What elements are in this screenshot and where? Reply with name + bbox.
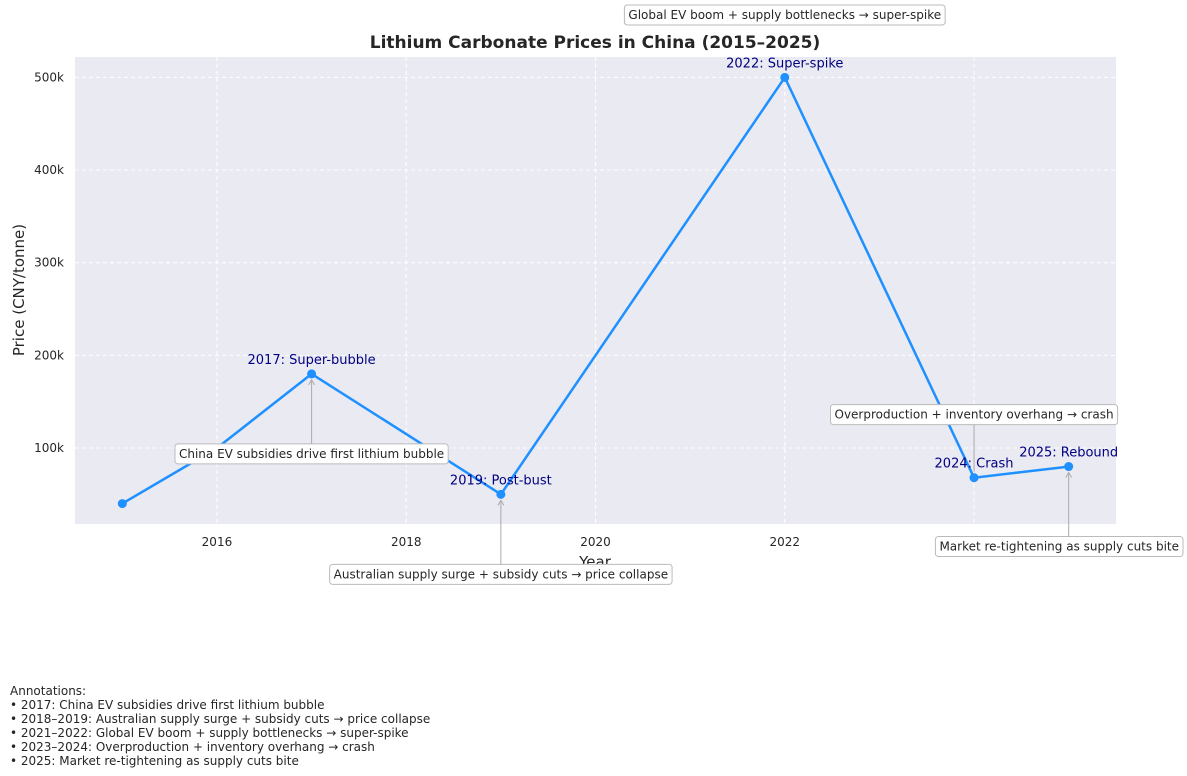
price-line-chart: 20162018202020222024 100k200k300k400k500… — [10, 4, 1184, 585]
notes-heading: Annotations: — [10, 684, 87, 698]
annotation-text: Australian supply surge + subsidy cuts →… — [334, 567, 668, 581]
annotation-text: Overproduction + inventory overhang → cr… — [835, 408, 1114, 422]
annotation: Australian supply surge + subsidy cuts →… — [329, 499, 673, 585]
y-axis-ticks: 100k 200k 300k 400k 500k — [34, 70, 64, 455]
x-tick-label: 2022 — [769, 535, 800, 549]
annotation-arrowhead — [308, 378, 316, 386]
x-tick-label: 2020 — [580, 535, 611, 549]
x-tick-label: 2018 — [391, 535, 422, 549]
data-point — [307, 369, 317, 379]
point-label: 2022: Super-spike — [726, 56, 843, 71]
note-item: • 2018–2019: Australian supply surge + s… — [10, 712, 431, 726]
note-item: • 2021–2022: Global EV boom + supply bot… — [10, 726, 409, 740]
note-item: • 2025: Market re-tightening as supply c… — [10, 754, 299, 768]
data-point — [780, 72, 790, 82]
series-layer: 2017: Super-bubble 2019: Post-bust 2022: S… — [117, 56, 1118, 509]
y-tick-label: 400k — [34, 163, 64, 177]
annotation-arrowhead — [1065, 471, 1073, 478]
y-axis-label: Price (CNY/tonne) — [10, 224, 28, 356]
data-point — [117, 499, 127, 509]
y-tick-label: 500k — [34, 70, 64, 84]
data-point — [969, 473, 979, 483]
annotation: Global EV boom + supply bottlenecks → su… — [623, 4, 946, 26]
annotation: Market re-tightening as supply cuts bite — [934, 471, 1184, 558]
annotation-text: Global EV boom + supply bottlenecks → su… — [628, 8, 941, 22]
y-tick-label: 300k — [34, 256, 64, 270]
annotation-arrowhead — [497, 499, 505, 506]
x-axis-ticks: 20162018202020222024 — [202, 535, 990, 549]
point-label: 2019: Post-bust — [450, 473, 552, 488]
annotation-layer: China EV subsidies drive first lithium b… — [174, 4, 1184, 585]
annotation-box — [623, 4, 946, 26]
point-label: 2025: Rebound — [1019, 446, 1118, 461]
annotation: Overproduction + inventory overhang → cr… — [830, 404, 1119, 472]
note-item: • 2017: China EV subsidies drive first l… — [10, 698, 325, 712]
annotation-text: Market re-tightening as supply cuts bite — [939, 540, 1179, 554]
annotation-box — [934, 536, 1184, 558]
annotation-notes: Annotations: • 2017: China EV subsidies … — [10, 684, 430, 768]
annotation-text: China EV subsidies drive first lithium b… — [179, 447, 444, 461]
y-tick-label: 200k — [34, 348, 64, 362]
chart-title: Lithium Carbonate Prices in China (2015–… — [370, 33, 821, 53]
note-item: • 2023–2024: Overproduction + inventory … — [10, 740, 375, 754]
y-tick-label: 100k — [34, 441, 64, 455]
point-label: 2017: Super-bubble — [248, 353, 376, 368]
annotation: China EV subsidies drive first lithium b… — [174, 378, 449, 465]
x-tick-label: 2016 — [202, 535, 233, 549]
data-point — [1064, 462, 1074, 472]
data-point — [496, 489, 506, 499]
